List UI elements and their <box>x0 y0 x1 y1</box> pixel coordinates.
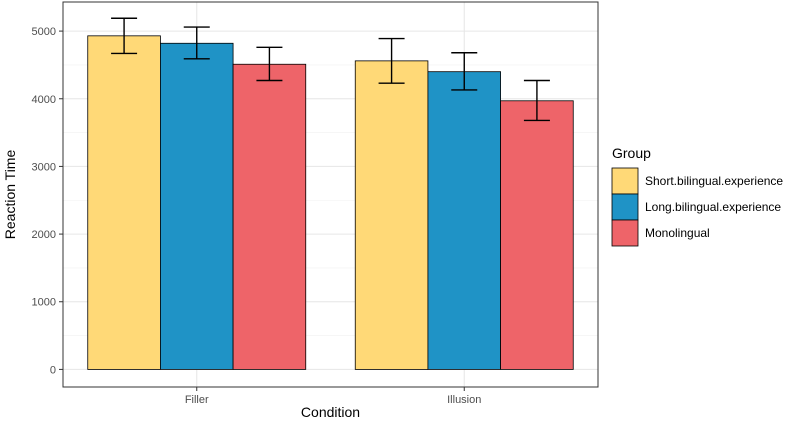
x-tick-label: Illusion <box>447 394 481 406</box>
y-tick-label: 5000 <box>32 26 56 38</box>
x-axis: Filler Illusion <box>185 387 481 406</box>
legend-swatch <box>611 167 639 195</box>
error-bar <box>111 17 138 55</box>
legend-swatch <box>611 193 639 221</box>
x-axis-title: Condition <box>301 404 360 420</box>
error-bars <box>111 17 550 122</box>
error-bar <box>378 37 405 84</box>
bar <box>87 35 161 370</box>
legend-label: Short.bilingual.experience <box>645 174 783 188</box>
bar <box>354 60 429 370</box>
bars <box>87 35 574 370</box>
legend-label: Long.bilingual.experience <box>645 200 781 214</box>
bar <box>232 63 307 370</box>
y-tick-label: 4000 <box>32 94 56 106</box>
error-bar <box>256 46 283 82</box>
y-tick-label: 1000 <box>32 297 56 309</box>
bar <box>160 42 234 370</box>
x-tick-label: Filler <box>185 394 209 406</box>
legend-title: Group <box>612 145 651 161</box>
legend: Group Short.bilingual.experience Long.bil… <box>611 145 783 247</box>
legend-label: Monolingual <box>645 226 710 240</box>
error-bar <box>183 26 210 60</box>
bar <box>500 100 574 370</box>
panel-border <box>62 1 599 388</box>
y-axis-title: Reaction Time <box>2 150 18 240</box>
legend-swatch <box>611 219 639 247</box>
y-tick-label: 2000 <box>32 229 56 241</box>
y-tick-label: 0 <box>50 364 56 376</box>
error-bar <box>451 52 478 91</box>
y-axis: 0 1000 2000 3000 4000 5000 <box>32 26 63 376</box>
y-tick-label: 3000 <box>32 161 56 173</box>
bar <box>427 71 501 370</box>
error-bar <box>523 79 550 122</box>
